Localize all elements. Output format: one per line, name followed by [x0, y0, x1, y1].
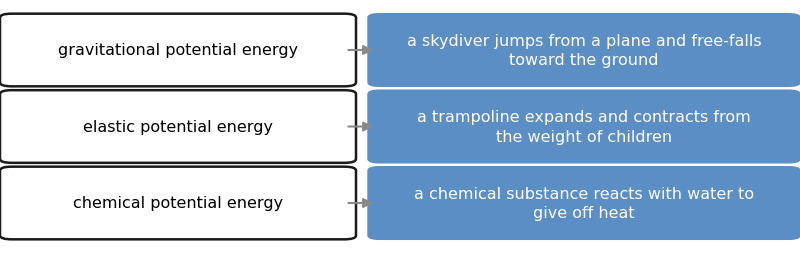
- Text: elastic potential energy: elastic potential energy: [83, 120, 273, 134]
- Text: a skydiver jumps from a plane and free-falls
toward the ground: a skydiver jumps from a plane and free-f…: [406, 34, 762, 68]
- FancyBboxPatch shape: [0, 14, 356, 87]
- FancyBboxPatch shape: [368, 167, 800, 239]
- FancyBboxPatch shape: [0, 91, 356, 163]
- Text: gravitational potential energy: gravitational potential energy: [58, 43, 298, 58]
- FancyBboxPatch shape: [0, 167, 356, 239]
- Text: chemical potential energy: chemical potential energy: [73, 196, 283, 211]
- Text: a chemical substance reacts with water to
give off heat: a chemical substance reacts with water t…: [414, 186, 754, 220]
- Text: a trampoline expands and contracts from
the weight of children: a trampoline expands and contracts from …: [417, 110, 751, 144]
- FancyBboxPatch shape: [368, 14, 800, 87]
- FancyBboxPatch shape: [368, 91, 800, 163]
